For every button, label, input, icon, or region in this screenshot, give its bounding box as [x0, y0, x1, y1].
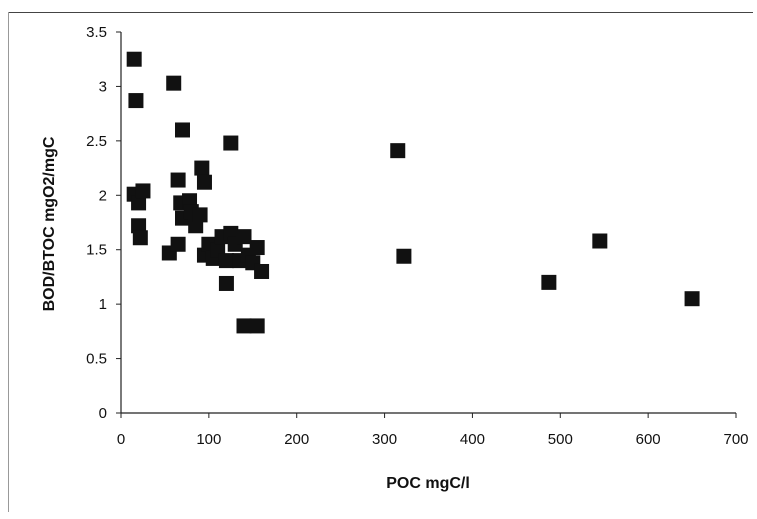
data-point: [396, 248, 412, 264]
y-tick-label: 2.5: [86, 133, 107, 150]
data-point: [196, 174, 212, 190]
data-point: [170, 236, 186, 252]
data-point: [175, 122, 190, 138]
x-tick-label: 600: [636, 431, 661, 448]
y-tick-label: 1.5: [86, 242, 107, 259]
data-point: [166, 75, 182, 91]
data-point: [131, 195, 147, 211]
data-point: [132, 230, 148, 246]
top-border-line: [8, 12, 753, 13]
y-tick-label: 3.5: [86, 24, 107, 41]
x-axis-ticks: 0 100 200 300 400 500 600 700: [117, 413, 749, 448]
x-tick-label: 300: [372, 431, 397, 448]
data-point: [236, 318, 252, 334]
y-tick-label: 2: [99, 187, 107, 204]
x-tick-label: 700: [723, 431, 748, 448]
data-point: [236, 229, 252, 245]
x-tick-label: 100: [196, 431, 221, 448]
x-tick-label: 400: [460, 431, 485, 448]
data-point: [128, 93, 144, 109]
left-border-line: [8, 12, 9, 512]
y-tick-label: 1: [99, 296, 107, 313]
data-point: [684, 291, 700, 307]
data-point: [126, 51, 142, 67]
x-tick-label: 200: [284, 431, 309, 448]
y-axis-ticks: 0 0.5 1 1.5 2 2.5 3 3.5: [86, 24, 121, 422]
y-tick-label: 0.5: [86, 351, 107, 368]
data-point: [192, 207, 208, 223]
data-point: [131, 218, 147, 234]
data-point: [390, 143, 406, 159]
data-point: [254, 263, 270, 279]
y-tick-label: 0: [99, 405, 107, 422]
data-point: [170, 172, 186, 188]
data-point: [223, 135, 239, 151]
y-tick-label: 3: [99, 78, 107, 95]
data-points: [126, 51, 700, 334]
data-point: [541, 274, 557, 290]
x-tick-label: 500: [548, 431, 573, 448]
data-point: [249, 318, 265, 334]
data-point: [218, 275, 234, 291]
data-point: [249, 240, 265, 256]
data-point: [194, 160, 210, 176]
x-tick-label: 0: [117, 431, 125, 448]
data-point: [592, 233, 608, 249]
data-point: [218, 253, 234, 269]
x-axis-title: POC mgC/l: [386, 475, 470, 492]
data-point: [135, 183, 151, 199]
y-axis-title: BOD/BTOC mgO2/mgC: [41, 136, 58, 311]
